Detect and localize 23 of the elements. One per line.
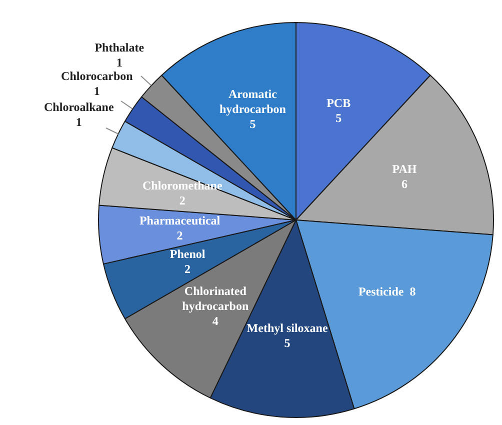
- data-label: 2: [184, 262, 191, 276]
- slice-label: Aromatic hydrocarbon: [219, 86, 286, 116]
- slice-label: Phenol: [170, 247, 206, 262]
- slice-label: Chlorinated hydrocarbon: [182, 284, 249, 313]
- data-label: 5: [250, 116, 256, 131]
- slice-label: PAH: [392, 162, 418, 176]
- data-label: 1: [116, 56, 122, 70]
- data-label: 5: [284, 336, 290, 350]
- slice-label: Chlorocarbon: [61, 68, 134, 83]
- data-label: 2: [179, 194, 186, 208]
- slice-label: Pesticide: [358, 284, 404, 299]
- data-label: 8: [410, 284, 416, 299]
- data-label: 1: [76, 115, 82, 130]
- slice-label: Methyl siloxane: [246, 320, 328, 335]
- data-label: 6: [401, 177, 408, 192]
- data-label: 5: [336, 111, 342, 126]
- slice-label: Phthalate: [94, 40, 145, 55]
- data-label: 2: [176, 228, 183, 242]
- data-label: 4: [212, 314, 218, 328]
- slice-label: Pharmaceutical: [139, 213, 221, 228]
- slice-label: Chloroalkane: [44, 100, 114, 114]
- slice-label: PCB: [326, 96, 351, 110]
- data-label: 1: [94, 84, 100, 98]
